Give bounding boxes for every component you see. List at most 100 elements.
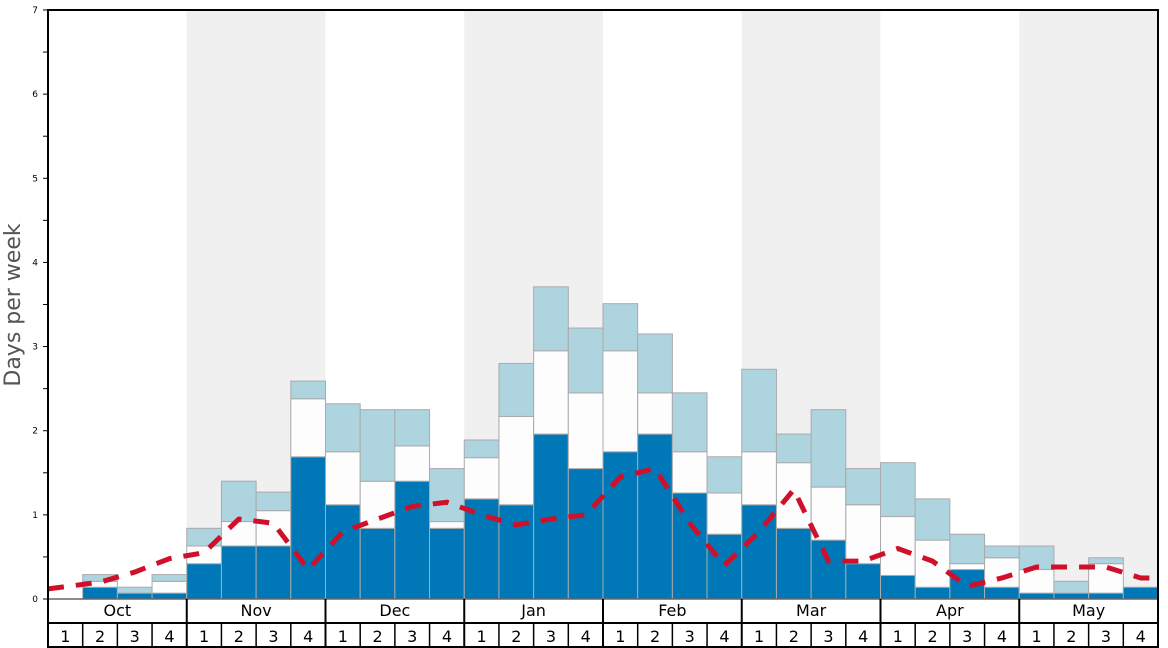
plot-frame	[47, 9, 1159, 648]
bar-white	[984, 557, 1020, 588]
bar-dark	[359, 527, 396, 600]
week-label: 2	[1066, 627, 1076, 646]
bar-dark	[325, 504, 361, 600]
week-label: 1	[477, 627, 487, 646]
y-tick-label: 1	[32, 511, 38, 521]
week-label: 4	[719, 627, 729, 646]
bar-dark	[533, 433, 569, 600]
bar-white	[637, 392, 673, 435]
bar-white	[671, 451, 708, 494]
bar-white	[290, 398, 326, 458]
bar-light	[429, 468, 465, 523]
week-label: 2	[927, 627, 937, 646]
bar-dark	[567, 468, 604, 600]
bar-white	[429, 521, 465, 529]
bar-light	[255, 491, 292, 512]
bar-dark	[637, 433, 673, 600]
bar-light	[359, 409, 396, 482]
bar-dark	[602, 451, 639, 600]
bar-light	[984, 545, 1020, 559]
average-line	[47, 465, 1158, 592]
y-tick-label: 3	[32, 343, 38, 353]
bar-white	[567, 392, 604, 470]
bar-light	[567, 327, 604, 394]
week-label: 4	[581, 627, 591, 646]
week-label: 3	[546, 627, 556, 646]
bar-light	[533, 286, 569, 352]
bar-white	[775, 462, 812, 529]
week-label: 4	[303, 627, 313, 646]
bar-light	[706, 456, 743, 494]
bar-dark	[290, 456, 326, 600]
bar-dark	[1018, 592, 1055, 600]
week-label: 2	[511, 627, 521, 646]
bar-white	[533, 350, 569, 435]
week-label: 1	[199, 627, 209, 646]
month-label: Oct	[104, 601, 132, 620]
bar-white	[463, 457, 500, 500]
bar-light	[116, 586, 153, 594]
week-label: 3	[407, 627, 417, 646]
bar-white	[741, 451, 777, 506]
bar-dark	[1088, 592, 1124, 600]
bar-dark	[1122, 586, 1159, 600]
bar-dark	[220, 545, 257, 600]
bar-light	[463, 439, 500, 459]
bar-dark	[671, 492, 708, 600]
y-tick-label: 7	[32, 6, 38, 16]
bar-dark	[463, 498, 500, 600]
bar-dark	[394, 480, 431, 600]
bar-dark	[186, 563, 222, 600]
bar-white	[151, 580, 188, 594]
bar-dark	[845, 563, 881, 600]
y-tick-label: 0	[32, 595, 38, 605]
bar-light	[914, 498, 951, 541]
week-label: 3	[268, 627, 278, 646]
bar-dark	[880, 574, 916, 600]
bar-white	[845, 504, 881, 565]
bar-light	[949, 533, 986, 565]
bar-light	[498, 362, 535, 417]
week-label: 2	[372, 627, 382, 646]
week-label: 1	[754, 627, 764, 646]
bar-light	[394, 409, 431, 447]
week-label: 1	[338, 627, 348, 646]
bar-dark	[706, 533, 743, 600]
bar-white	[810, 486, 847, 541]
week-label: 3	[1101, 627, 1111, 646]
bar-dark	[984, 586, 1020, 600]
bar-dark	[255, 545, 292, 600]
bar-white	[325, 451, 361, 506]
week-label: 3	[685, 627, 695, 646]
bar-white	[498, 415, 535, 506]
week-label: 1	[893, 627, 903, 646]
bar-white	[359, 480, 396, 529]
bar-dark	[116, 592, 153, 600]
week-label: 4	[997, 627, 1007, 646]
week-label: 3	[130, 627, 140, 646]
bar-light	[1088, 557, 1124, 565]
bar-light	[602, 303, 639, 352]
week-label: 4	[442, 627, 452, 646]
week-label: 3	[962, 627, 972, 646]
bar-light	[845, 468, 881, 506]
month-label: Nov	[241, 601, 272, 620]
bar-white	[394, 445, 431, 482]
y-tick-label: 2	[32, 427, 38, 437]
month-label: Mar	[796, 601, 827, 620]
week-label: 4	[1136, 627, 1146, 646]
week-label: 4	[164, 627, 174, 646]
week-label: 4	[858, 627, 868, 646]
week-label: 2	[789, 627, 799, 646]
bar-light	[1053, 580, 1090, 594]
bar-white	[706, 492, 743, 535]
bar-dark	[810, 539, 847, 600]
week-label: 2	[650, 627, 660, 646]
bar-white	[602, 350, 639, 453]
bar-light	[151, 574, 188, 582]
bar-dark	[498, 504, 535, 600]
week-label: 1	[60, 627, 70, 646]
month-label: Feb	[658, 601, 686, 620]
week-label: 2	[234, 627, 244, 646]
bar-light	[290, 380, 326, 400]
